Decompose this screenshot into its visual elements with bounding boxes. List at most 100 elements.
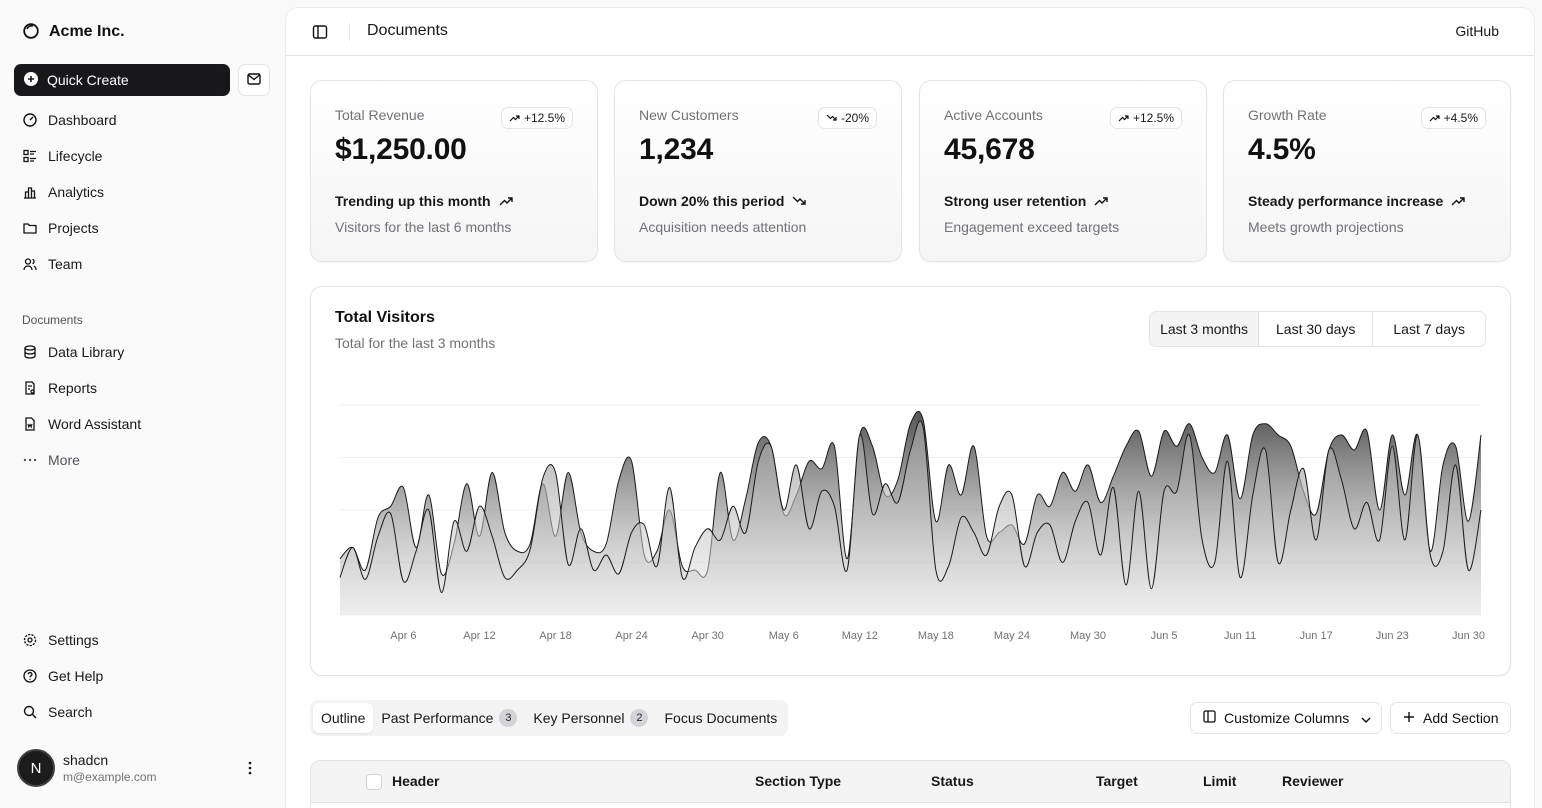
card-footer-headline: Down 20% this period	[639, 193, 807, 209]
sidebar-item-label: Word Assistant	[48, 416, 142, 432]
avatar: N	[17, 749, 55, 787]
trend-badge: +12.5%	[1109, 107, 1182, 129]
trending-up-icon	[1429, 111, 1440, 125]
inbox-button[interactable]	[238, 64, 270, 96]
sidebar-item-data-library[interactable]: Data Library	[14, 336, 270, 368]
x-tick-label: Apr 6	[390, 630, 416, 642]
trending-up-icon	[1094, 193, 1109, 209]
series-line-1	[339, 420, 1482, 594]
card-value: $1,250.00	[335, 133, 467, 166]
sidebar-item-label: Reports	[48, 380, 98, 396]
sidebar-item-label: Lifecycle	[48, 148, 103, 164]
badge-label: -20%	[840, 111, 869, 125]
tab-label: Past Performance	[381, 710, 494, 726]
user-email: m@example.com	[63, 770, 157, 784]
tab-focus-documents[interactable]: Focus Documents	[656, 703, 785, 733]
customize-columns-label: Customize Columns	[1224, 710, 1350, 726]
sidebar-item-label: Dashboard	[48, 112, 117, 128]
tab-outline[interactable]: Outline	[313, 703, 374, 733]
sidebar: Acme Inc. Quick Create Dashboard Lifecyc…	[0, 0, 284, 808]
stat-card-active-accounts: Active Accounts 45,678 +12.5% Strong use…	[919, 80, 1207, 262]
trend-badge: +12.5%	[500, 107, 573, 129]
report-icon	[22, 380, 38, 396]
range-last-3-months[interactable]: Last 3 months	[1150, 312, 1259, 346]
sidebar-item-label: More	[48, 452, 80, 468]
x-tick-label: Jun 30	[1452, 630, 1485, 642]
column-header[interactable]: Section Type	[755, 773, 842, 789]
column-header[interactable]: Header	[392, 773, 440, 789]
user-menu[interactable]: N shadcn m@example.com	[14, 746, 270, 790]
range-last-7-days[interactable]: Last 7 days	[1393, 321, 1465, 337]
brand[interactable]: Acme Inc.	[22, 20, 125, 44]
sidebar-item-projects[interactable]: Projects	[14, 212, 270, 244]
more-vertical-icon[interactable]	[242, 758, 258, 778]
gauge-icon	[22, 112, 38, 128]
list-details-icon	[22, 148, 38, 164]
quick-create-label: Quick Create	[47, 72, 129, 88]
column-header[interactable]: Reviewer	[1282, 773, 1344, 789]
customize-columns-button[interactable]: Customize Columns	[1190, 702, 1382, 734]
add-section-button[interactable]: Add Section	[1390, 702, 1511, 734]
select-all-checkbox[interactable]	[366, 774, 382, 790]
sidebar-item-label: Search	[48, 704, 93, 720]
trending-up-icon	[499, 193, 513, 209]
users-icon	[22, 256, 38, 272]
column-header[interactable]: Target	[1096, 773, 1138, 789]
mail-icon	[247, 72, 261, 88]
github-link[interactable]: GitHub	[1455, 23, 1499, 39]
count-badge: 2	[630, 709, 649, 727]
sidebar-item-search[interactable]: Search	[14, 696, 270, 728]
gear-icon	[22, 632, 38, 648]
column-header[interactable]: Status	[931, 773, 974, 789]
badge-label: +12.5%	[1132, 111, 1174, 125]
tab-past-performance[interactable]: Past Performance 3	[373, 703, 525, 733]
stat-card-growth-rate: Growth Rate 4.5% +4.5% Steady performanc…	[1223, 80, 1511, 262]
sidebar-item-label: Get Help	[48, 668, 104, 684]
trending-up-icon	[509, 111, 520, 125]
tab-label: Outline	[321, 710, 366, 726]
sidebar-item-lifecycle[interactable]: Lifecycle	[14, 140, 270, 172]
x-tick-label: May 24	[994, 630, 1030, 642]
sidebar-item-label: Team	[48, 256, 83, 272]
card-value: 1,234	[639, 133, 714, 166]
sidebar-toggle-icon[interactable]	[310, 22, 330, 42]
sidebar-item-dashboard[interactable]: Dashboard	[14, 104, 270, 136]
card-title: Total Revenue	[335, 107, 425, 123]
stat-card-total-revenue: Total Revenue $1,250.00 +12.5% Trending …	[310, 80, 598, 262]
main-panel: Documents GitHub Total Revenue $1,250.00…	[286, 8, 1534, 808]
range-last-30-days[interactable]: Last 30 days	[1259, 312, 1374, 346]
badge-label: +4.5%	[1443, 111, 1478, 125]
tab-key-personnel[interactable]: Key Personnel 2	[525, 703, 656, 733]
area-chart: Apr 6 Apr 12 Apr 18 Apr 24 Apr 30 May 6 May 12…	[339, 404, 1485, 642]
x-tick-label: Jun 5	[1151, 630, 1178, 642]
divider	[349, 23, 350, 41]
sidebar-item-word-assistant[interactable]: Word Assistant	[14, 408, 270, 440]
sidebar-item-label: Settings	[48, 632, 99, 648]
tab-label: Focus Documents	[664, 710, 778, 726]
documents-section-label: Documents	[22, 313, 83, 327]
sidebar-item-analytics[interactable]: Analytics	[14, 176, 270, 208]
sidebar-item-reports[interactable]: Reports	[14, 372, 270, 404]
sidebar-item-settings[interactable]: Settings	[14, 624, 270, 656]
x-tick-label: Jun 17	[1300, 630, 1333, 642]
column-header[interactable]: Limit	[1203, 773, 1237, 789]
card-title: New Customers	[639, 107, 739, 123]
sidebar-item-more[interactable]: More	[14, 444, 270, 476]
visitors-chart-card: Apr 6 Apr 12 Apr 18 Apr 24 Apr 30 May 6 May 12…	[310, 286, 1511, 676]
columns-icon	[1203, 710, 1216, 726]
count-badge: 3	[499, 709, 518, 727]
sections-table: Header Section Type Status Target Limit …	[310, 760, 1511, 808]
sidebar-item-get-help[interactable]: Get Help	[14, 660, 270, 692]
brand-name: Acme Inc.	[49, 23, 125, 40]
time-range-toggle: Last 3 months Last 30 days Last 7 days	[1149, 311, 1486, 347]
card-footer-text: Steady performance increase	[1248, 193, 1444, 209]
card-footer-description: Meets growth projections	[1248, 219, 1404, 235]
quick-create-button[interactable]: Quick Create	[14, 64, 230, 96]
sidebar-item-team[interactable]: Team	[14, 248, 270, 280]
trending-up-icon	[1118, 111, 1129, 125]
plus-circle-icon	[24, 71, 38, 89]
x-tick-label: Apr 24	[615, 630, 647, 642]
circle-logo-icon	[22, 22, 40, 43]
card-title: Growth Rate	[1248, 107, 1327, 123]
user-name: shadcn	[63, 752, 109, 768]
